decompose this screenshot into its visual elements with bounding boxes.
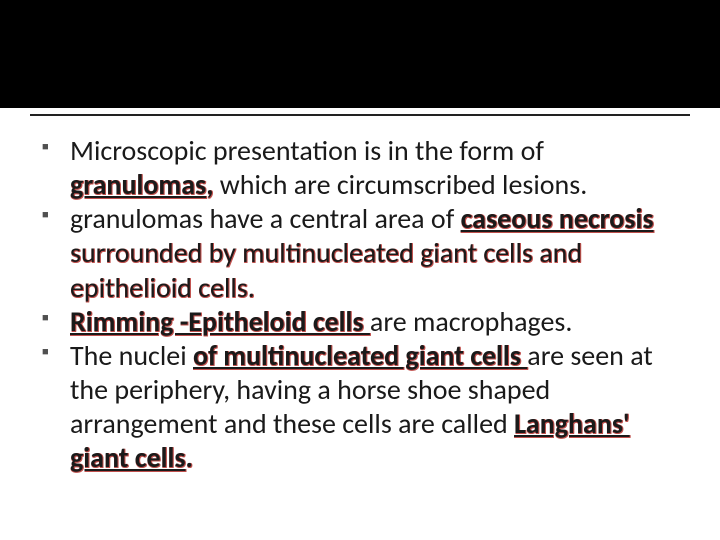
text-run: The nuclei bbox=[70, 338, 193, 373]
list-item: granulomas have a central area of caseou… bbox=[70, 202, 670, 304]
bullet-list: Microscopic presentation is in the form … bbox=[70, 134, 670, 476]
text-run: are macrophages. bbox=[370, 304, 573, 339]
title-band bbox=[0, 0, 720, 108]
list-item: Rimming -Epitheloid cells are macrophage… bbox=[70, 305, 670, 339]
text-run: which are circumscribed lesions. bbox=[213, 167, 587, 202]
text-run: Microscopic presentation is in the form … bbox=[70, 133, 544, 168]
text-run: granulomas bbox=[70, 167, 206, 202]
text-run: Rimming -Epitheloid cells bbox=[70, 304, 370, 339]
list-item: Microscopic presentation is in the form … bbox=[70, 134, 670, 202]
list-item: The nuclei of multinucleated giant cells… bbox=[70, 339, 670, 476]
text-run: of multinucleated giant cells bbox=[193, 338, 527, 373]
text-run: surrounded by multinucleated giant cells… bbox=[70, 235, 582, 304]
text-run: caseous necrosis bbox=[461, 201, 654, 236]
text-run: granulomas have a central area of bbox=[70, 201, 461, 236]
text-run: . bbox=[186, 440, 193, 475]
slide-content: Microscopic presentation is in the form … bbox=[0, 116, 720, 496]
